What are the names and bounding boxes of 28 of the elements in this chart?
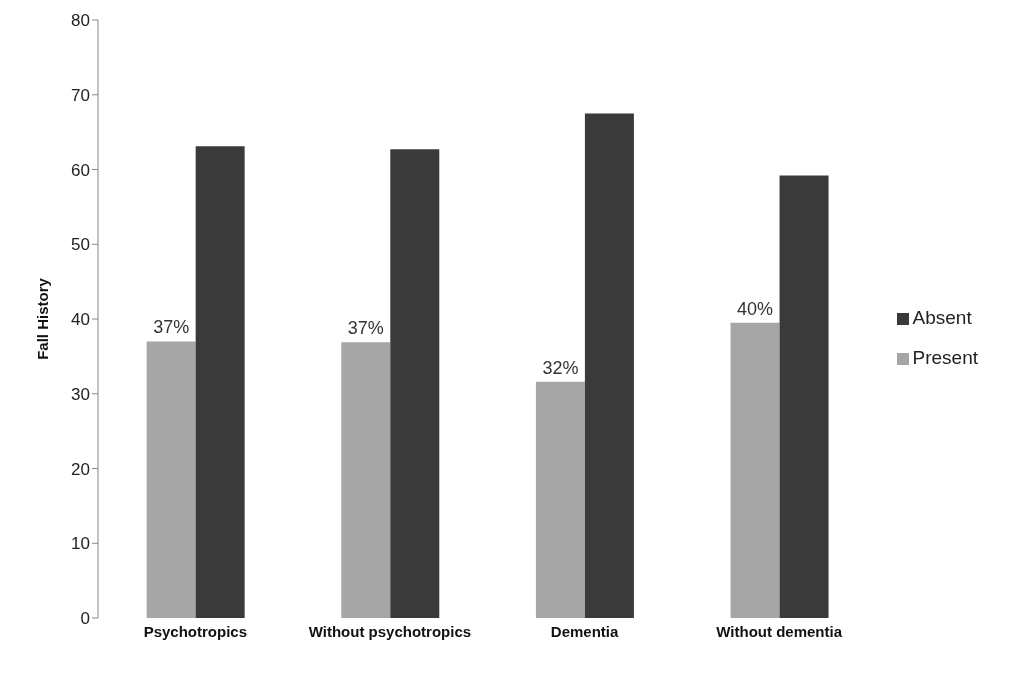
x-tick-label: Without psychotropics [308, 622, 472, 640]
y-tick-label: 0 [80, 609, 90, 629]
bar [779, 175, 829, 618]
bar [341, 342, 391, 618]
bar [730, 322, 780, 618]
y-tick-label: 20 [71, 459, 90, 479]
data-label: 40% [737, 298, 774, 319]
y-tick-label: 10 [71, 534, 90, 554]
legend-label: Present [912, 347, 978, 368]
y-tick-label: 50 [71, 235, 90, 255]
y-tick-label: 70 [71, 85, 90, 105]
bar [535, 381, 585, 618]
y-tick-label: 30 [71, 384, 90, 404]
data-label: 32% [542, 357, 579, 378]
x-tick-label: Psychotropics [143, 622, 247, 640]
x-tick-label: Without dementia [716, 622, 843, 640]
bar [584, 113, 634, 618]
data-label: 37% [347, 318, 384, 339]
bar [146, 341, 196, 618]
y-axis-title: Fall History [34, 277, 52, 360]
data-label: 37% [153, 317, 190, 338]
y-tick-label: 40 [71, 310, 90, 330]
x-tick-label: Dementia [550, 622, 619, 640]
bar [195, 146, 245, 618]
bar [390, 149, 440, 618]
y-tick-label: 80 [71, 11, 90, 31]
y-tick-label: 60 [71, 160, 90, 180]
legend-label: Absent [912, 307, 972, 328]
